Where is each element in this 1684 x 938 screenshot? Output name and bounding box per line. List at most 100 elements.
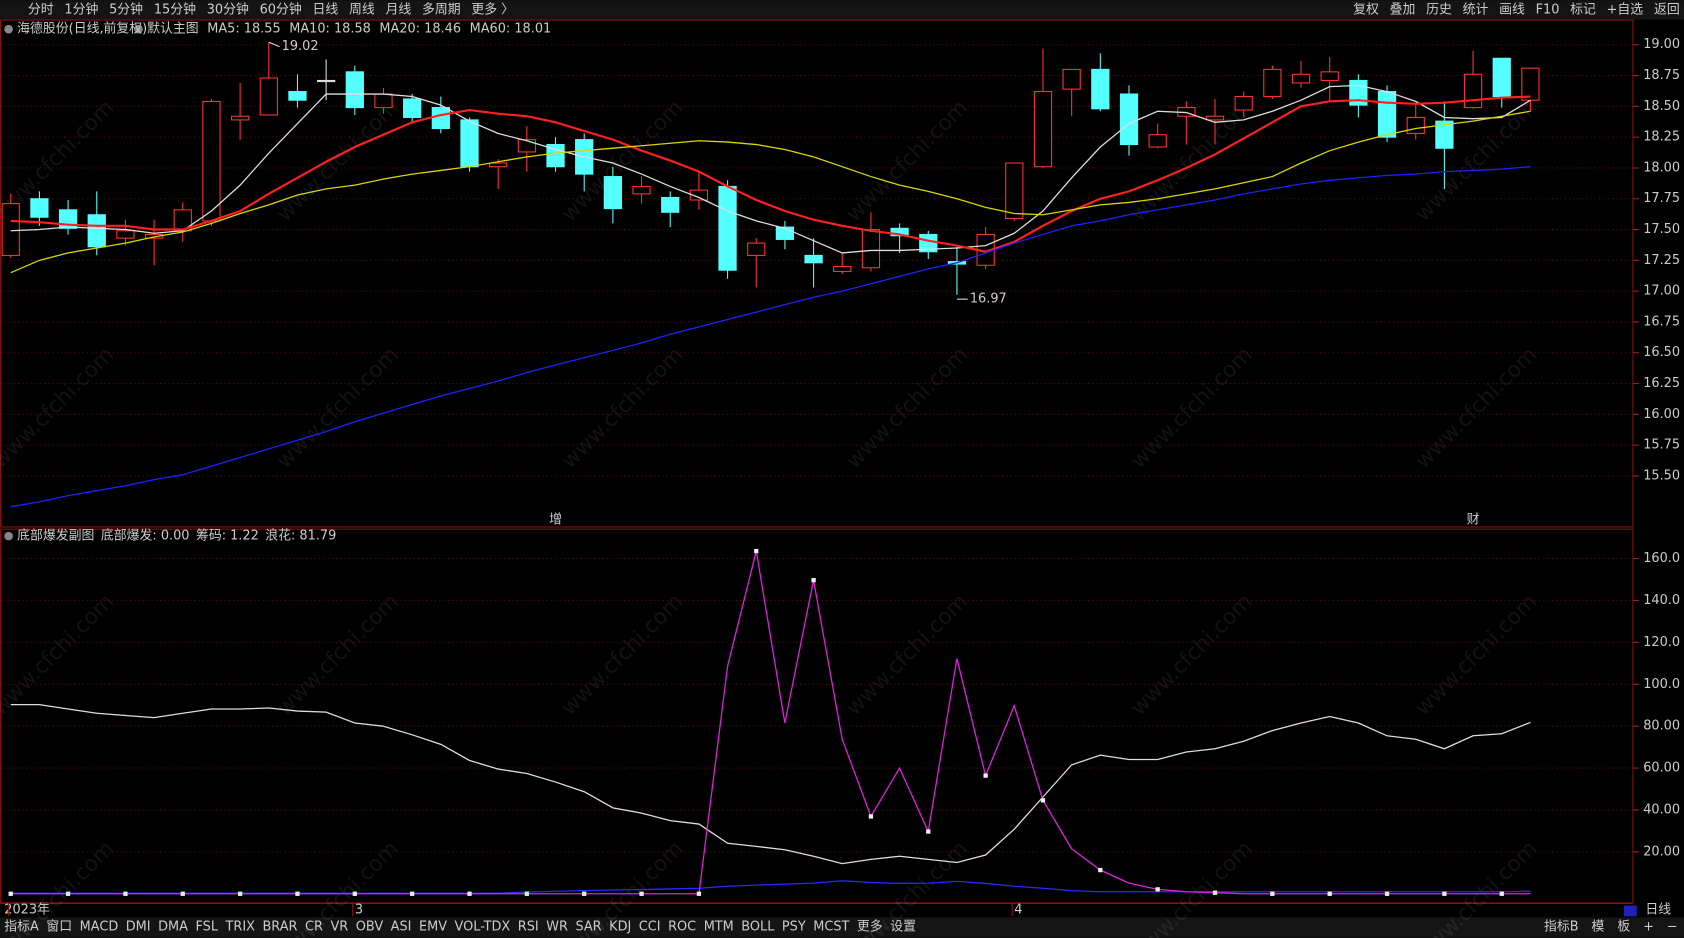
indicator-tab[interactable]: DMI — [126, 920, 151, 935]
indicator-tab[interactable]: KDJ — [609, 920, 631, 935]
indicator-tab[interactable]: VOL-TDX — [455, 920, 511, 935]
y-tick-label: 60.00 — [1643, 761, 1680, 776]
period-tab[interactable]: 30分钟 — [207, 1, 249, 17]
point-marker — [1384, 891, 1390, 896]
tool-button[interactable]: 画线 — [1499, 2, 1525, 17]
tool-button[interactable]: 复权 — [1353, 1, 1379, 17]
indicator-tab[interactable]: RSI — [518, 920, 539, 935]
y-tick-label: 16.00 — [1643, 407, 1680, 422]
candle-body — [1463, 73, 1483, 109]
candle-body — [345, 71, 364, 109]
series-line — [10, 703, 1531, 865]
indicator-tab[interactable]: ROC — [668, 920, 696, 935]
candle-body — [718, 185, 737, 271]
icon — [4, 24, 13, 34]
indicator-tab[interactable]: VR — [330, 920, 348, 935]
candle-body — [1291, 73, 1311, 84]
x-tick-label: 4 — [1014, 902, 1022, 917]
y-tick-label: 80.00 — [1643, 719, 1680, 734]
indicator-tab[interactable]: DMA — [158, 920, 188, 935]
indicator-tab[interactable]: 窗口 — [46, 919, 72, 935]
candle-body — [489, 162, 508, 168]
candle-body — [1406, 116, 1425, 134]
y-tick-label: 18.75 — [1643, 68, 1680, 83]
bottom-button[interactable]: 指标B — [1544, 920, 1579, 935]
period-tab[interactable]: 多周期 — [422, 2, 461, 17]
point-marker — [1270, 891, 1275, 896]
indicator-tab[interactable]: PSY — [782, 920, 806, 935]
bottom-button[interactable]: − — [1667, 920, 1678, 935]
period-tab[interactable]: 周线 — [349, 2, 375, 17]
indicator-tab[interactable]: FSL — [195, 920, 218, 935]
bottom-button[interactable]: 模 — [1592, 920, 1605, 935]
point-marker — [352, 891, 357, 896]
tool-button[interactable]: 标记 — [1570, 2, 1596, 17]
point-marker — [811, 578, 816, 583]
point-marker — [926, 829, 931, 834]
candle-body — [87, 214, 106, 248]
period-tab[interactable]: 月线 — [385, 2, 411, 17]
y-tick-label: 19.00 — [1643, 37, 1680, 52]
x-tick-label: 2023年 — [4, 902, 50, 917]
period-tab[interactable]: 更多 〉 — [471, 2, 514, 17]
period-tab[interactable]: 15分钟 — [154, 1, 196, 17]
indicator-tab[interactable]: MACD — [80, 920, 119, 935]
candle-body — [1377, 91, 1397, 138]
period-tab[interactable]: 60分钟 — [260, 1, 302, 17]
indicator-tab[interactable]: BRAR — [262, 920, 297, 935]
indicator-tab[interactable]: TRIX — [225, 920, 256, 935]
tool-button[interactable]: 历史 — [1426, 2, 1452, 17]
legend-entry: MA60: 18.01 — [470, 22, 552, 37]
indicator-tab[interactable]: CR — [305, 920, 323, 935]
point-marker — [868, 814, 874, 819]
point-marker — [65, 891, 71, 896]
bottom-button[interactable]: 板 — [1617, 920, 1630, 935]
point-marker — [410, 891, 415, 896]
y-tick-label: 18.50 — [1643, 99, 1680, 114]
candle-body — [1005, 162, 1024, 219]
candle-body — [603, 176, 623, 210]
tool-button[interactable]: 返回 — [1654, 2, 1680, 17]
indicator-tab[interactable]: 指标A — [4, 920, 39, 935]
candle-body — [1492, 57, 1511, 98]
main-frame — [0, 19, 1634, 528]
indicator-tab[interactable]: SAR — [575, 920, 601, 935]
indicator-tab[interactable]: MCST — [813, 920, 849, 935]
icon — [134, 24, 143, 34]
period-tab[interactable]: 日线 — [312, 2, 338, 17]
point-marker — [1442, 891, 1447, 896]
series-line — [10, 550, 1531, 895]
icon — [4, 531, 13, 541]
point-marker — [237, 891, 243, 896]
tool-button[interactable]: 叠加 — [1390, 2, 1416, 17]
tool-button[interactable]: F10 — [1536, 2, 1560, 17]
candle-body — [288, 91, 307, 101]
period-tab[interactable]: 5分钟 — [109, 1, 143, 17]
candle-body — [1091, 68, 1110, 110]
period-tab[interactable]: 1分钟 — [64, 1, 98, 17]
point-marker — [524, 891, 530, 896]
y-tick-label: 140.0 — [1643, 593, 1680, 608]
period-tab[interactable]: 分时 — [28, 2, 54, 17]
chart-subtitle: 默认主图 — [147, 21, 199, 37]
indicator-tab[interactable]: ASI — [391, 920, 412, 935]
series-line — [10, 110, 1531, 274]
tool-button[interactable]: 统计 — [1463, 2, 1489, 17]
indicator-tab[interactable]: 更多 — [857, 920, 883, 935]
indicator-tab[interactable]: EMV — [419, 920, 447, 935]
indicator-tab[interactable]: 设置 — [890, 920, 916, 935]
tool-button[interactable]: +自选 — [1607, 2, 1644, 17]
candle-body — [1320, 71, 1339, 82]
legend-entry: MA5: 18.55 — [207, 22, 280, 37]
bottom-button[interactable]: + — [1643, 920, 1654, 935]
indicator-tab[interactable]: BOLL — [741, 920, 775, 935]
point-marker — [639, 891, 644, 896]
indicator-tab[interactable]: MTM — [704, 920, 734, 935]
indicator-tab[interactable]: WR — [546, 920, 568, 935]
indicator-tab[interactable]: CCI — [639, 920, 661, 935]
indicator-tab[interactable]: OBV — [356, 920, 384, 935]
series-line — [10, 84, 1531, 254]
candle-body — [1, 203, 20, 256]
